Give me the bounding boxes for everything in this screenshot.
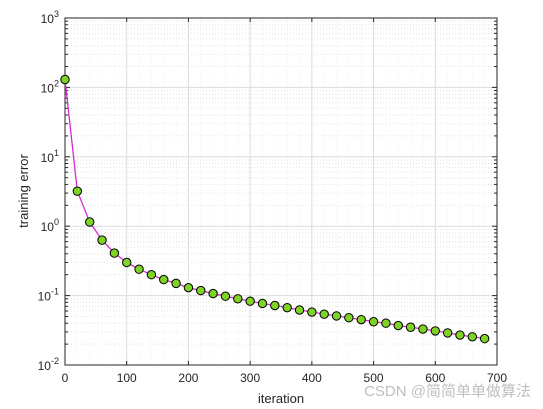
y-tick-exponent: -2: [51, 356, 59, 366]
data-point: [479, 333, 490, 344]
y-tick-base: 10: [41, 151, 55, 165]
y-tick-exponent: -1: [51, 287, 59, 297]
data-point: [405, 322, 416, 332]
data-point: [245, 296, 255, 306]
x-axis-label: iteration: [258, 391, 304, 406]
x-tick-label: 500: [364, 371, 384, 385]
x-tick-label: 200: [178, 371, 198, 385]
data-point: [257, 298, 268, 309]
plot-area: [65, 18, 497, 365]
y-tick-base: 10: [38, 290, 52, 304]
data-point: [307, 307, 317, 317]
y-tick-exponent: 3: [54, 9, 59, 19]
data-point: [344, 313, 354, 323]
data-point: [455, 330, 465, 340]
data-point: [60, 74, 70, 85]
data-point: [356, 314, 366, 325]
data-point: [84, 217, 95, 227]
data-point: [97, 235, 107, 245]
data-point: [294, 305, 305, 315]
x-tick-label: 700: [487, 371, 507, 385]
data-point: [196, 285, 206, 296]
x-tick-label: 0: [62, 371, 69, 385]
data-point: [109, 248, 120, 258]
y-tick-exponent: 1: [54, 148, 59, 158]
data-point: [171, 278, 181, 289]
x-tick-label: 600: [425, 371, 445, 385]
x-tick-label: 400: [302, 371, 322, 385]
data-point: [393, 320, 403, 331]
x-tick-labels: 0 100 200 300 400 500 600 700: [62, 371, 508, 385]
data-point: [134, 264, 144, 274]
data-point: [208, 288, 218, 299]
y-tick-exponent: 2: [54, 78, 59, 88]
y-axis-label: training error: [16, 153, 31, 227]
data-point: [368, 317, 379, 327]
series-group: [60, 74, 490, 344]
minor-grid: [65, 18, 497, 365]
data-point: [331, 311, 342, 321]
data-point: [319, 309, 329, 319]
major-grid: [65, 18, 497, 365]
data-point: [270, 300, 280, 311]
x-tick-label: 100: [117, 371, 137, 385]
data-point: [220, 291, 231, 301]
data-point: [183, 282, 194, 293]
data-point: [381, 318, 391, 328]
data-point: [467, 332, 478, 342]
y-tick-exponent: 0: [54, 217, 59, 227]
y-tick-base: 10: [41, 81, 55, 95]
y-tick-label: 10-1: [38, 287, 59, 304]
y-tick-base: 10: [41, 12, 55, 26]
x-tick-label: 300: [240, 371, 260, 385]
y-tick-base: 10: [41, 220, 55, 234]
y-tick-label: 103: [41, 9, 59, 26]
y-tick-label: 101: [41, 148, 59, 165]
data-point: [430, 326, 440, 336]
data-point: [146, 270, 157, 280]
data-point: [159, 274, 169, 285]
data-point: [122, 257, 132, 268]
plot-frame: [64, 17, 498, 366]
y-tick-label: 102: [41, 78, 59, 95]
data-point: [418, 324, 428, 334]
watermark-text: CSDN @简简单单做算法: [364, 383, 531, 400]
y-tick-base: 10: [38, 359, 52, 373]
y-tick-label: 100: [41, 217, 59, 234]
data-point: [233, 294, 243, 304]
data-point: [282, 302, 292, 313]
data-point: [72, 186, 83, 196]
y-tick-label: 10-2: [38, 356, 59, 373]
data-point: [442, 328, 453, 338]
